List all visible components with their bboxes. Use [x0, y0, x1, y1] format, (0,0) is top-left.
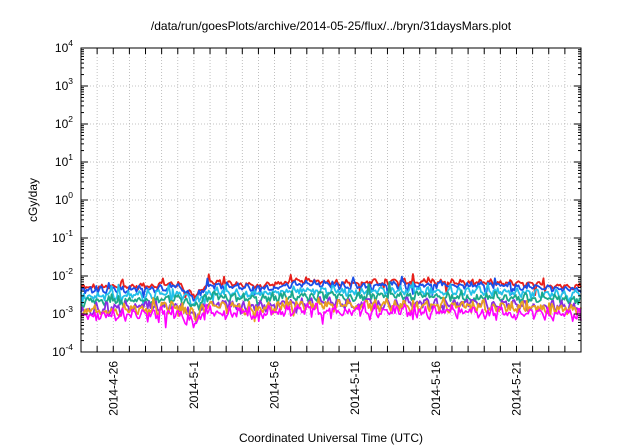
- y-tick-label: 10-4: [52, 342, 73, 359]
- y-tick-label: 100: [55, 190, 73, 207]
- y-tick-label: 10-1: [52, 228, 73, 245]
- y-tick-label: 103: [55, 76, 73, 93]
- series-layer: [80, 273, 582, 329]
- y-tick-label: 104: [55, 38, 73, 55]
- x-tick-label: 2014-4-26: [106, 361, 120, 416]
- y-tick-label: 10-3: [52, 304, 73, 321]
- y-axis-label: cGy/day: [26, 178, 40, 222]
- series-line: [80, 281, 582, 307]
- x-tick-label: 2014-5-1: [187, 361, 201, 409]
- series-line: [80, 295, 582, 324]
- x-tick-label: 2014-5-21: [509, 361, 523, 416]
- chart-title: /data/run/goesPlots/archive/2014-05-25/f…: [151, 19, 512, 33]
- x-tick-label: 2014-5-6: [268, 361, 282, 409]
- series-line: [80, 296, 582, 323]
- y-tick-label: 10-2: [52, 266, 73, 283]
- series-line: [80, 301, 582, 329]
- x-tick-label: 2014-5-11: [348, 361, 362, 415]
- series-line: [80, 280, 582, 311]
- x-tick-label: 2014-5-16: [429, 361, 443, 416]
- y-tick-label: 101: [55, 152, 73, 169]
- y-axis-ticks: 10-4 10-3 10-2 10-1 100 101 102 103 104: [52, 38, 581, 359]
- x-axis-label: Coordinated Universal Time (UTC): [239, 431, 423, 445]
- y-tick-label: 102: [55, 114, 73, 131]
- x-axis-ticks: 2014-4-26 2014-5-1 2014-5-6 2014-5-11 2014-5…: [96, 48, 566, 416]
